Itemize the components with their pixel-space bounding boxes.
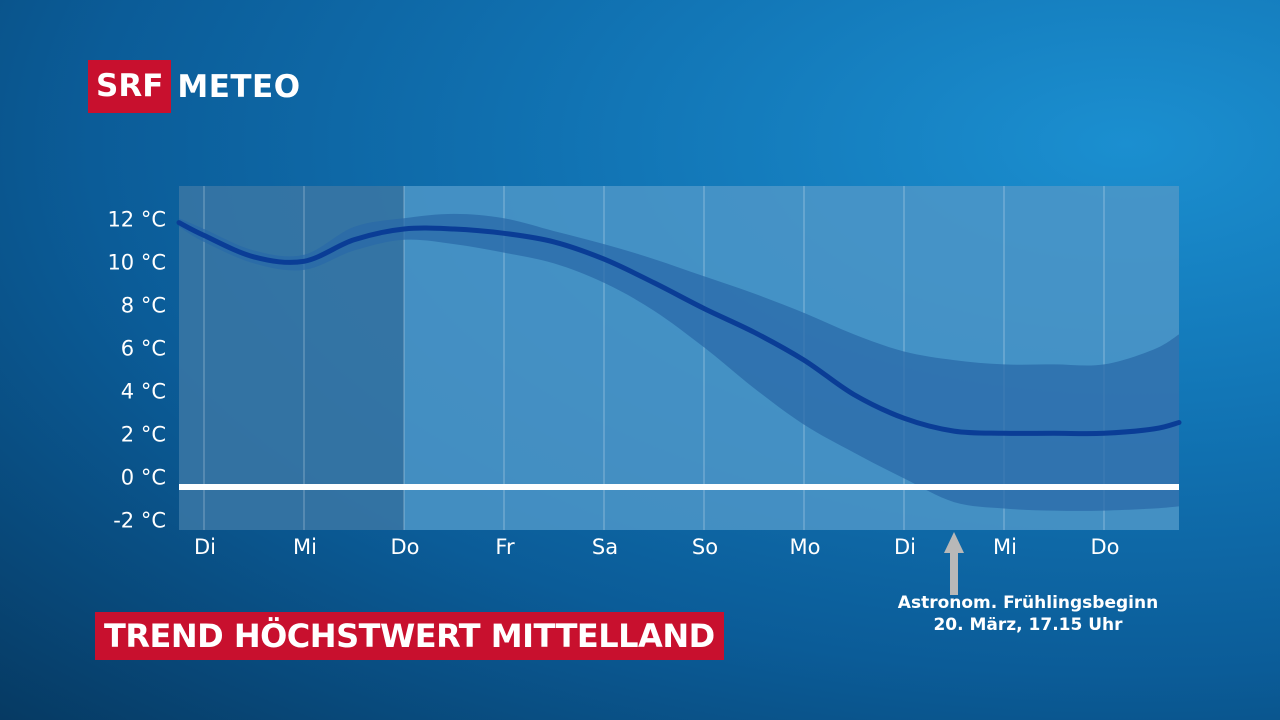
y-tick-label: 2 °C [121,422,166,446]
annotation-arrow-head [944,532,964,553]
annotation-arrow-shaft [950,551,958,595]
y-tick-label: -2 °C [113,508,166,532]
x-tick-label: Fr [495,535,515,559]
x-tick-label: Di [894,535,916,559]
y-tick-label: 8 °C [121,293,166,317]
x-tick-label: Mo [790,535,821,559]
y-tick-label: 10 °C [107,250,166,274]
uncertainty-band [179,213,1179,511]
chart-title-banner: TREND HÖCHSTWERT MITTELLAND [95,612,724,660]
x-tick-label: So [692,535,718,559]
srf-logo-mark: SRF [88,60,172,113]
x-tick-label: Do [1090,535,1119,559]
x-tick-label: Sa [592,535,618,559]
spring-start-annotation: Astronom. Frühlingsbeginn 20. März, 17.1… [868,592,1188,636]
x-tick-label: Di [194,535,216,559]
y-tick-label: 4 °C [121,379,166,403]
temperature-trend-line [176,220,1182,437]
y-tick-label: 12 °C [107,207,166,231]
annotation-line-1: Astronom. Frühlingsbeginn [897,593,1159,613]
y-tick-label: 6 °C [121,336,166,360]
x-tick-label: Do [390,535,419,559]
srf-meteo-logo: SRF METEO [88,60,301,113]
y-tick-label: 0 °C [121,465,166,489]
x-tick-label: Mi [293,535,317,559]
x-tick-label: Mi [993,535,1017,559]
annotation-line-2: 20. März, 17.15 Uhr [933,615,1123,635]
meteo-logo-text: METEO [177,68,301,105]
